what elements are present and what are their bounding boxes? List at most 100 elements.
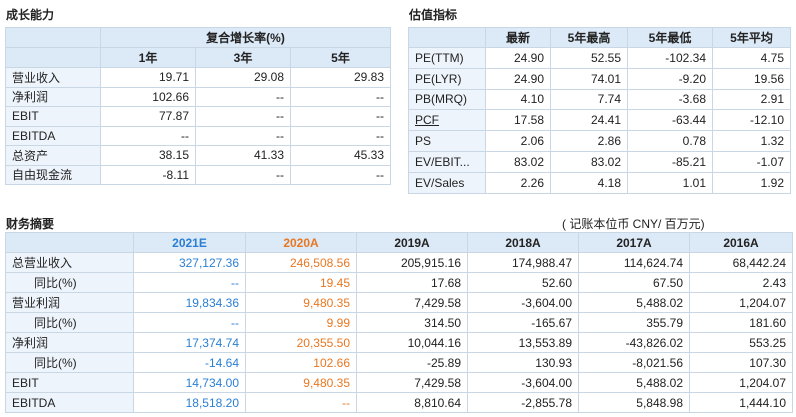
value-cell: -3.68 [627,88,713,111]
value-cell: 10,044.16 [356,332,468,353]
value-cell: 2.06 [485,130,551,152]
row-label: PE(TTM) [408,47,486,69]
row-label: PCF [408,109,486,132]
data-row: EBIT 14,734.00 9,480.35 7,429.58 -3,604.00 5,… [5,372,793,393]
value-cell: 13,553.89 [467,332,579,353]
value-cell: -- [289,125,392,146]
row-label: EBIT [5,372,134,393]
value-cell: 29.08 [195,67,291,88]
value-cell: 205,915.16 [356,252,468,273]
data-row: 同比(%) -- 19.45 17.68 52.60 67.50 2.43 [5,272,793,293]
row-label: 同比(%) [5,272,134,293]
value-cell: 77.87 [100,106,196,127]
value-cell: 9,480.35 [245,292,357,313]
value-cell: -165.67 [467,312,579,333]
finance-table: 2021E 2020A 2019A 2018A 2017A 2016A 总营业收入 327,1… [5,232,793,413]
value-cell: -43,826.02 [578,332,690,353]
row-label: 营业利润 [5,292,134,313]
value-cell: 24.90 [485,67,551,90]
row-label: 总营业收入 [5,252,134,273]
row-label: PE(LYR) [408,67,486,90]
data-row: EV/EBIT... 83.02 83.02 -85.21 -1.07 [408,150,791,173]
value-cell: 7,429.58 [356,372,468,393]
row-label: 同比(%) [5,352,134,373]
value-cell: -85.21 [627,150,713,173]
value-cell: 7,429.58 [356,292,468,313]
value-cell: 7.74 [550,88,628,111]
data-row: PE(LYR) 24.90 74.01 -9.20 19.56 [408,67,791,90]
data-row: 营业收入 19.71 29.08 29.83 [5,67,392,88]
value-cell: 102.66 [245,352,357,373]
column-header: 最新 [485,27,551,48]
section-title: 估值指标 [409,8,458,22]
value-cell: 24.41 [550,109,628,132]
value-cell: 1,204.07 [689,372,793,393]
value-cell: 20,355.50 [245,332,357,353]
column-header: 5年最高 [550,27,628,48]
value-cell: 52.60 [467,272,579,293]
value-cell: -- [195,164,291,185]
column-header: 2018A [467,232,579,253]
section-title: 成长能力 [6,8,55,22]
value-cell: 9.99 [245,312,357,333]
data-row: PCF 17.58 24.41 -63.44 -12.10 [408,109,791,132]
value-cell: 2.26 [485,171,551,194]
column-header: 2020A [245,232,357,253]
row-label: 净利润 [5,332,134,353]
value-cell: 0.78 [627,130,713,152]
value-cell: 355.79 [578,312,690,333]
data-row: 总资产 38.15 41.33 45.33 [5,145,392,166]
column-header: 2019A [356,232,468,253]
row-label: EBIT [5,106,101,127]
value-cell: 314.50 [356,312,468,333]
header-cell [5,232,134,253]
value-cell: -- [100,125,196,146]
value-cell: 74.01 [550,67,628,90]
value-cell: 14,734.00 [133,372,246,393]
row-label: 营业收入 [5,67,101,88]
value-cell: -8,021.56 [578,352,690,373]
value-cell: 5,488.02 [578,292,690,313]
value-cell: -- [195,125,291,146]
header-cell [408,27,486,48]
value-cell: 2.43 [689,272,793,293]
value-cell: -14.64 [133,352,246,373]
value-cell: 114,624.74 [578,252,690,273]
row-label: EBITDA [5,392,134,413]
value-cell: 18,518.20 [133,392,246,413]
value-cell: 553.25 [689,332,793,353]
header-row: 复合增长率(%) [5,27,392,48]
section-title: 财务摘要 [6,217,55,231]
value-cell: -- [245,392,357,413]
data-row: EBITDA -- -- -- [5,125,392,146]
header-cell [5,27,101,48]
value-cell: 1.92 [712,171,791,194]
column-header: 5年 [289,47,392,68]
row-label: 净利润 [5,86,101,107]
value-cell: 24.90 [485,47,551,69]
value-cell: -102.34 [627,47,713,69]
value-cell: 17,374.74 [133,332,246,353]
growth-table: 复合增长率(%) 1年 3年 5年 营业收入 19.71 29.08 29.83 净利润 102.… [5,27,392,185]
column-header: 1年 [100,47,196,68]
row-label: 同比(%) [5,312,134,333]
value-cell: 17.58 [485,109,551,132]
value-cell: 29.83 [289,67,392,88]
value-cell: 41.33 [195,145,291,166]
value-cell: 4.75 [712,47,791,69]
value-cell: -- [133,312,246,333]
row-label: EBITDA [5,125,101,146]
row-label: EV/EBIT... [408,150,486,173]
value-cell: 2.86 [550,130,628,152]
value-cell: 102.66 [100,86,196,107]
group-header: 复合增长率(%) [99,27,392,48]
header-row: 1年 3年 5年 [5,47,392,68]
value-cell: 181.60 [689,312,793,333]
value-cell: 1.01 [627,171,713,194]
value-cell: 19.71 [100,67,196,88]
value-cell: 2.91 [712,88,791,111]
value-cell: -3,604.00 [467,372,579,393]
value-cell: -2,855.78 [467,392,579,413]
row-label: PB(MRQ) [408,88,486,111]
value-cell: 1,204.07 [689,292,793,313]
